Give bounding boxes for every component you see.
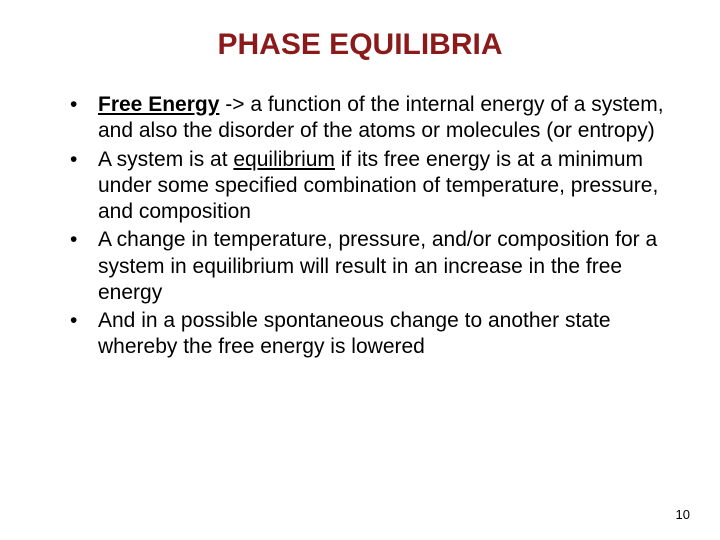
list-item: A system is at equilibrium if its free e… <box>70 147 680 226</box>
arrow-text: -> <box>219 93 250 116</box>
page-title: PHASE EQUILIBRIA <box>40 28 680 62</box>
list-item: A change in temperature, pressure, and/o… <box>70 227 680 306</box>
bullet-text: And in a possible spontaneous change to … <box>98 309 611 358</box>
slide-container: PHASE EQUILIBRIA Free Energy -> a functi… <box>0 0 720 540</box>
term-equilibrium: equilibrium <box>233 148 335 171</box>
term-free-energy: Free Energy <box>98 93 219 116</box>
bullet-list: Free Energy -> a function of the interna… <box>40 92 680 361</box>
page-number: 10 <box>676 507 690 522</box>
list-item: Free Energy -> a function of the interna… <box>70 92 680 145</box>
bullet-text: A system is at <box>98 148 233 171</box>
list-item: And in a possible spontaneous change to … <box>70 308 680 361</box>
bullet-text: A change in temperature, pressure, and/o… <box>98 228 657 304</box>
